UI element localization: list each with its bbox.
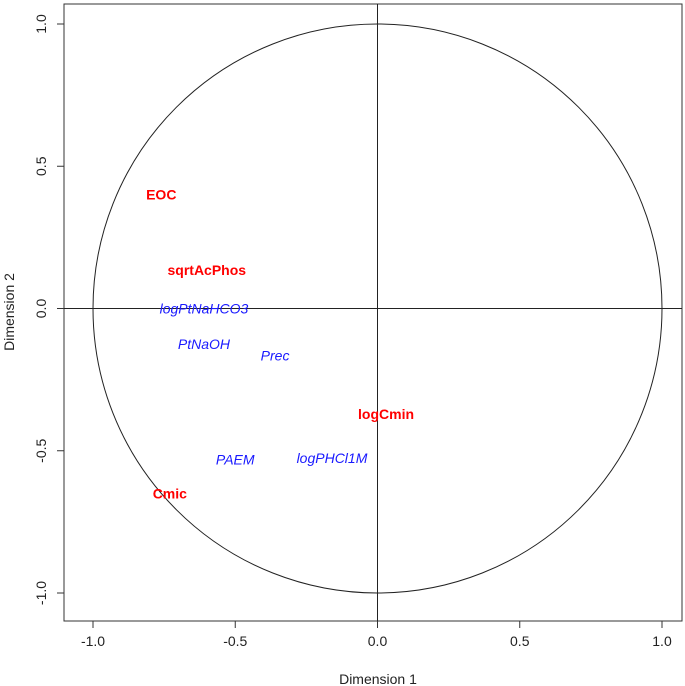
point-label-paem: PAEM	[216, 451, 255, 467]
x-tick-label: -0.5	[223, 633, 247, 649]
x-axis-title: Dimension 1	[339, 671, 417, 686]
point-label-eoc: EOC	[146, 187, 176, 203]
point-labels: EOC sqrtAcPhos logCmin Cmic logPtNaHCO3 PtNaO…	[146, 187, 414, 502]
x-tick-label: -1.0	[81, 633, 105, 649]
x-tick-label: 0.0	[368, 633, 388, 649]
x-tick-label: 0.5	[510, 633, 530, 649]
y-tick-label: 0.5	[33, 156, 49, 176]
y-axis-title: Dimension 2	[1, 273, 17, 351]
plot-frame	[63, 3, 683, 622]
y-tick-label: 0.0	[33, 299, 49, 319]
axes: -1.0 -0.5 0.0 0.5 1.0 -1.0 -0.5 0.0 0.5 1.0	[33, 4, 682, 649]
y-tick-label: -1.0	[33, 581, 49, 605]
y-tick-label: -0.5	[33, 438, 49, 462]
y-tick-label: 1.0	[33, 14, 49, 34]
unit-circle-outline	[92, 23, 663, 594]
point-label-ptnaoh: PtNaOH	[178, 336, 231, 352]
point-label-logcmin: logCmin	[358, 406, 414, 422]
point-label-sqrtacphos: sqrtAcPhos	[168, 262, 247, 278]
point-label-logptnahco3: logPtNaHCO3	[160, 301, 249, 317]
point-label-cmic: Cmic	[153, 485, 187, 501]
x-tick-label: 1.0	[652, 633, 672, 649]
point-label-logphcl1m: logPHCl1M	[297, 450, 368, 466]
unit-circle	[92, 23, 663, 594]
point-label-prec: Prec	[261, 347, 290, 363]
